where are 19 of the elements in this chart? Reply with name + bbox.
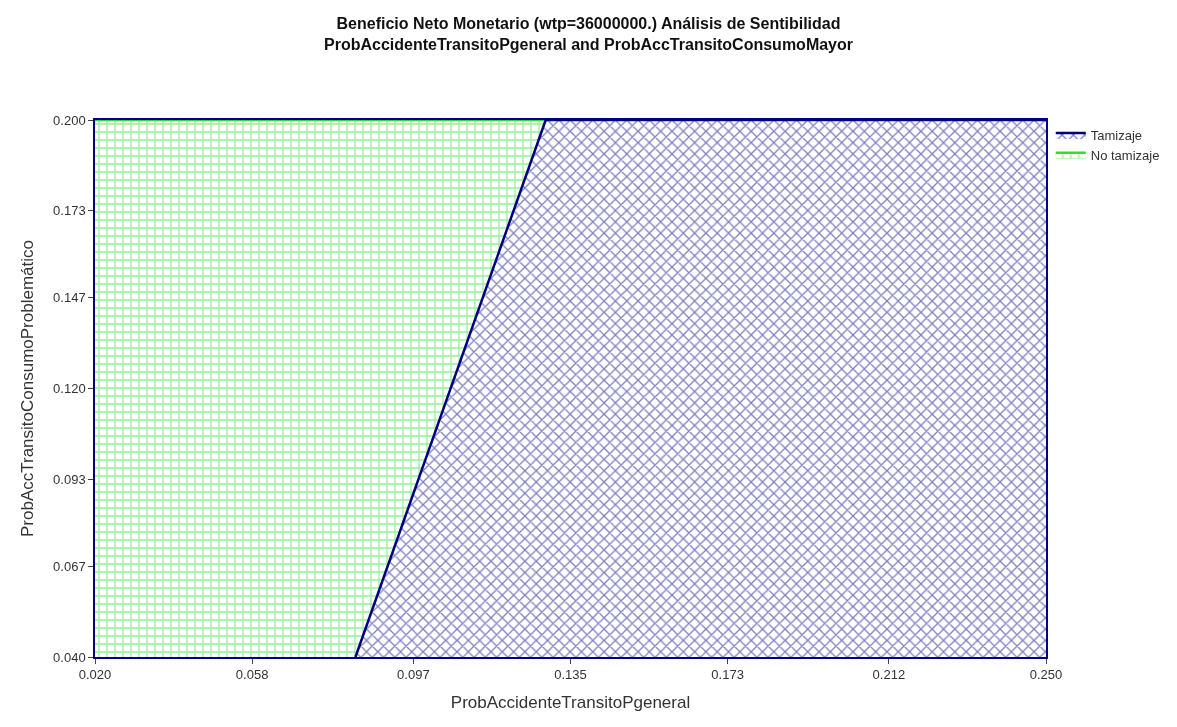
x-tick-label: 0.212 bbox=[872, 667, 906, 683]
y-tick-label: 0.173 bbox=[53, 203, 86, 219]
x-tick-label: 0.173 bbox=[711, 667, 744, 683]
legend-label: No tamizaje bbox=[1090, 147, 1160, 163]
y-tick-label: 0.040 bbox=[53, 649, 86, 665]
legend-label: Tamizaje bbox=[1090, 128, 1143, 144]
y-axis-title: ProbAccTransitoConsumoProblemático bbox=[18, 240, 38, 537]
chart-title: Beneficio Neto Monetario (wtp=36000000.) Análisis de Sentibilidad ProbAccidenteTransitoPgeneral and ProbAccTransitoConsumoMayor bbox=[324, 15, 853, 53]
x-tick-label: 0.135 bbox=[554, 667, 587, 683]
y-tick-label: 0.067 bbox=[53, 558, 86, 574]
x-axis-title: ProbAccidenteTransitoPgeneral bbox=[450, 693, 691, 713]
x-tick-label: 0.058 bbox=[235, 667, 269, 683]
y-tick-label: 0.093 bbox=[53, 471, 86, 487]
y-tick-label: 0.147 bbox=[53, 290, 86, 306]
x-tick-label: 0.020 bbox=[78, 667, 112, 683]
x-tick-label: 0.250 bbox=[1029, 667, 1063, 683]
y-tick-label: 0.200 bbox=[53, 112, 86, 128]
x-tick-label: 0.097 bbox=[397, 667, 430, 683]
y-tick-label: 0.120 bbox=[53, 381, 86, 397]
